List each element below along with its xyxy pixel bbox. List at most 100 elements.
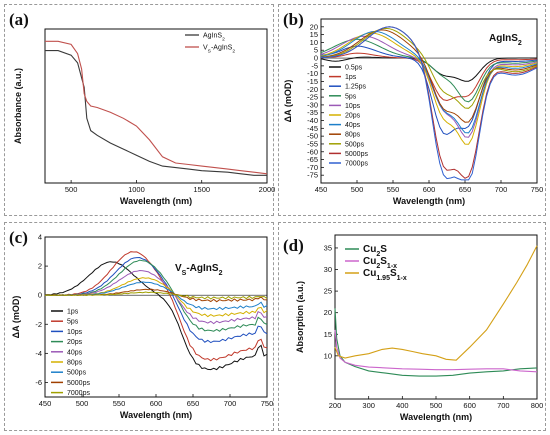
y-tick-label: -70 bbox=[307, 163, 318, 172]
series-line bbox=[320, 29, 538, 123]
y-tick-label: 20 bbox=[310, 22, 318, 31]
x-axis-label: Wavelength (nm) bbox=[120, 196, 192, 206]
y-tick-label: 20 bbox=[324, 308, 332, 317]
y-tick-label: -15 bbox=[307, 77, 318, 86]
chart-b: 450 500 550 600 650 700 750-75-70-65-60-55-50-… bbox=[283, 10, 544, 206]
series-line bbox=[320, 38, 538, 103]
x-tick-label: 300 bbox=[362, 401, 375, 410]
x-tick-label: 2000 bbox=[259, 185, 275, 194]
series-line bbox=[334, 329, 538, 373]
y-tick-label: 0 bbox=[38, 291, 42, 300]
legend-entry: 20ps bbox=[345, 113, 361, 120]
y-tick-label: -75 bbox=[307, 171, 318, 180]
x-axis-label: Wavelength (nm) bbox=[400, 412, 472, 422]
y-tick-label: -40 bbox=[307, 116, 318, 125]
x-tick-label: 650 bbox=[459, 185, 472, 194]
x-tick-label: 450 bbox=[39, 399, 52, 408]
y-axis-label: ΔA (mOD) bbox=[11, 296, 21, 339]
legend-entry: 10ps bbox=[345, 103, 361, 110]
y-tick-label: -20 bbox=[307, 85, 318, 94]
chart-c: 450 500 550 600 650 700 750 -6 -4 -2 0 2 4 Wavelength… bbox=[9, 228, 274, 420]
series-line bbox=[334, 245, 538, 361]
x-tick-label: 800 bbox=[531, 401, 544, 410]
panel-label-c: (c) bbox=[9, 228, 28, 247]
panel-b: 450 500 550 600 650 700 750 -75 -70 -65 -60 -55 -50-… bbox=[278, 4, 546, 216]
y-tick-label: 15 bbox=[310, 30, 318, 39]
legend-entry: VS-AgInS2 bbox=[203, 45, 235, 55]
panel-label-b: (b) bbox=[283, 10, 304, 29]
y-tick-label: -50 bbox=[307, 132, 318, 141]
panel-c: 450 500 550 600 650 700 750 -6 -4 -2 0 2 4 Wavelength… bbox=[4, 222, 274, 431]
legend-entry: 1ps bbox=[67, 309, 79, 316]
x-tick-label: 500 bbox=[76, 399, 89, 408]
x-tick-label: 500 bbox=[430, 401, 443, 410]
series-line bbox=[320, 26, 538, 181]
x-tick-label: 200 bbox=[329, 401, 342, 410]
legend-entry: 10ps bbox=[67, 329, 83, 336]
series-line bbox=[334, 308, 538, 377]
y-tick-label: 10 bbox=[324, 351, 332, 360]
legend-entry: 20ps bbox=[67, 339, 83, 346]
x-tick-label: 600 bbox=[423, 185, 436, 194]
y-tick-label: 10 bbox=[310, 38, 318, 47]
x-tick-label: 700 bbox=[497, 401, 510, 410]
y-tick-label: 15 bbox=[324, 330, 332, 339]
x-tick-label: 1000 bbox=[128, 185, 145, 194]
legend-entry: 500ps bbox=[67, 370, 87, 377]
y-tick-label: 2 bbox=[38, 262, 42, 271]
y-tick-label: -6 bbox=[35, 378, 42, 387]
panel-label-d: (d) bbox=[283, 236, 304, 255]
y-tick-label: -45 bbox=[307, 124, 318, 133]
x-tick-label: 550 bbox=[113, 399, 126, 408]
series-line bbox=[320, 32, 538, 145]
legend-entry: 5ps bbox=[67, 319, 79, 326]
y-tick-label: -35 bbox=[307, 108, 318, 117]
plot-frame bbox=[44, 28, 268, 184]
panel-label-a: (a) bbox=[9, 10, 29, 29]
y-tick-label: -4 bbox=[35, 349, 42, 358]
legend-entry: Cu1.95S1-x bbox=[363, 268, 407, 282]
x-tick-label: 500 bbox=[65, 185, 78, 194]
y-tick-label: -30 bbox=[307, 100, 318, 109]
series-line bbox=[44, 256, 268, 344]
y-tick-label: 5 bbox=[314, 46, 318, 55]
y-tick-label: 0 bbox=[314, 54, 318, 63]
legend-entry: 80ps bbox=[67, 360, 83, 367]
y-tick-label: 25 bbox=[324, 287, 332, 296]
chart-d: 200 300 400 500 600 700 800 10 15 20 25 30 35 Wavelen… bbox=[283, 234, 544, 422]
series-line bbox=[44, 251, 268, 362]
x-tick-label: 550 bbox=[387, 185, 400, 194]
legend-entry: 7000ps bbox=[67, 390, 90, 397]
x-tick-label: 650 bbox=[187, 399, 200, 408]
legend-entry: 40ps bbox=[345, 122, 361, 129]
series-line bbox=[44, 291, 268, 300]
series-line bbox=[320, 27, 538, 109]
y-tick-label: -65 bbox=[307, 155, 318, 164]
chart-title-c: VS-AgInS2 bbox=[175, 263, 223, 277]
x-tick-label: 1500 bbox=[193, 185, 210, 194]
legend-entry: 0.5ps bbox=[345, 65, 363, 72]
series-line bbox=[320, 30, 538, 134]
x-tick-label: 750 bbox=[261, 399, 274, 408]
y-axis-label: Absorbance (a.u.) bbox=[13, 68, 23, 144]
legend-entry: 1ps bbox=[345, 74, 357, 81]
legend-entry: 1.25ps bbox=[345, 84, 367, 91]
legend-entry: 5ps bbox=[345, 93, 357, 100]
y-tick-label: -25 bbox=[307, 93, 318, 102]
y-tick-label: -60 bbox=[307, 147, 318, 156]
x-tick-label: 750 bbox=[531, 185, 544, 194]
x-tick-label: 500 bbox=[351, 185, 364, 194]
x-axis-label: Wavelength (nm) bbox=[120, 410, 192, 420]
y-tick-label: 35 bbox=[324, 243, 332, 252]
y-tick-label: -2 bbox=[35, 320, 42, 329]
series-line bbox=[44, 261, 268, 371]
series-line bbox=[45, 40, 268, 175]
series-line bbox=[45, 50, 267, 176]
legend-entry: Cu2S bbox=[363, 244, 387, 258]
legend-entry: 5000ps bbox=[345, 151, 368, 158]
legend-entry: Cu2S1-x bbox=[363, 256, 397, 270]
y-tick-label: -10 bbox=[307, 69, 318, 78]
y-axis-label: ΔA (mOD) bbox=[283, 80, 293, 123]
chart-title-b: AgInS2 bbox=[489, 33, 522, 47]
x-tick-label: 600 bbox=[150, 399, 163, 408]
